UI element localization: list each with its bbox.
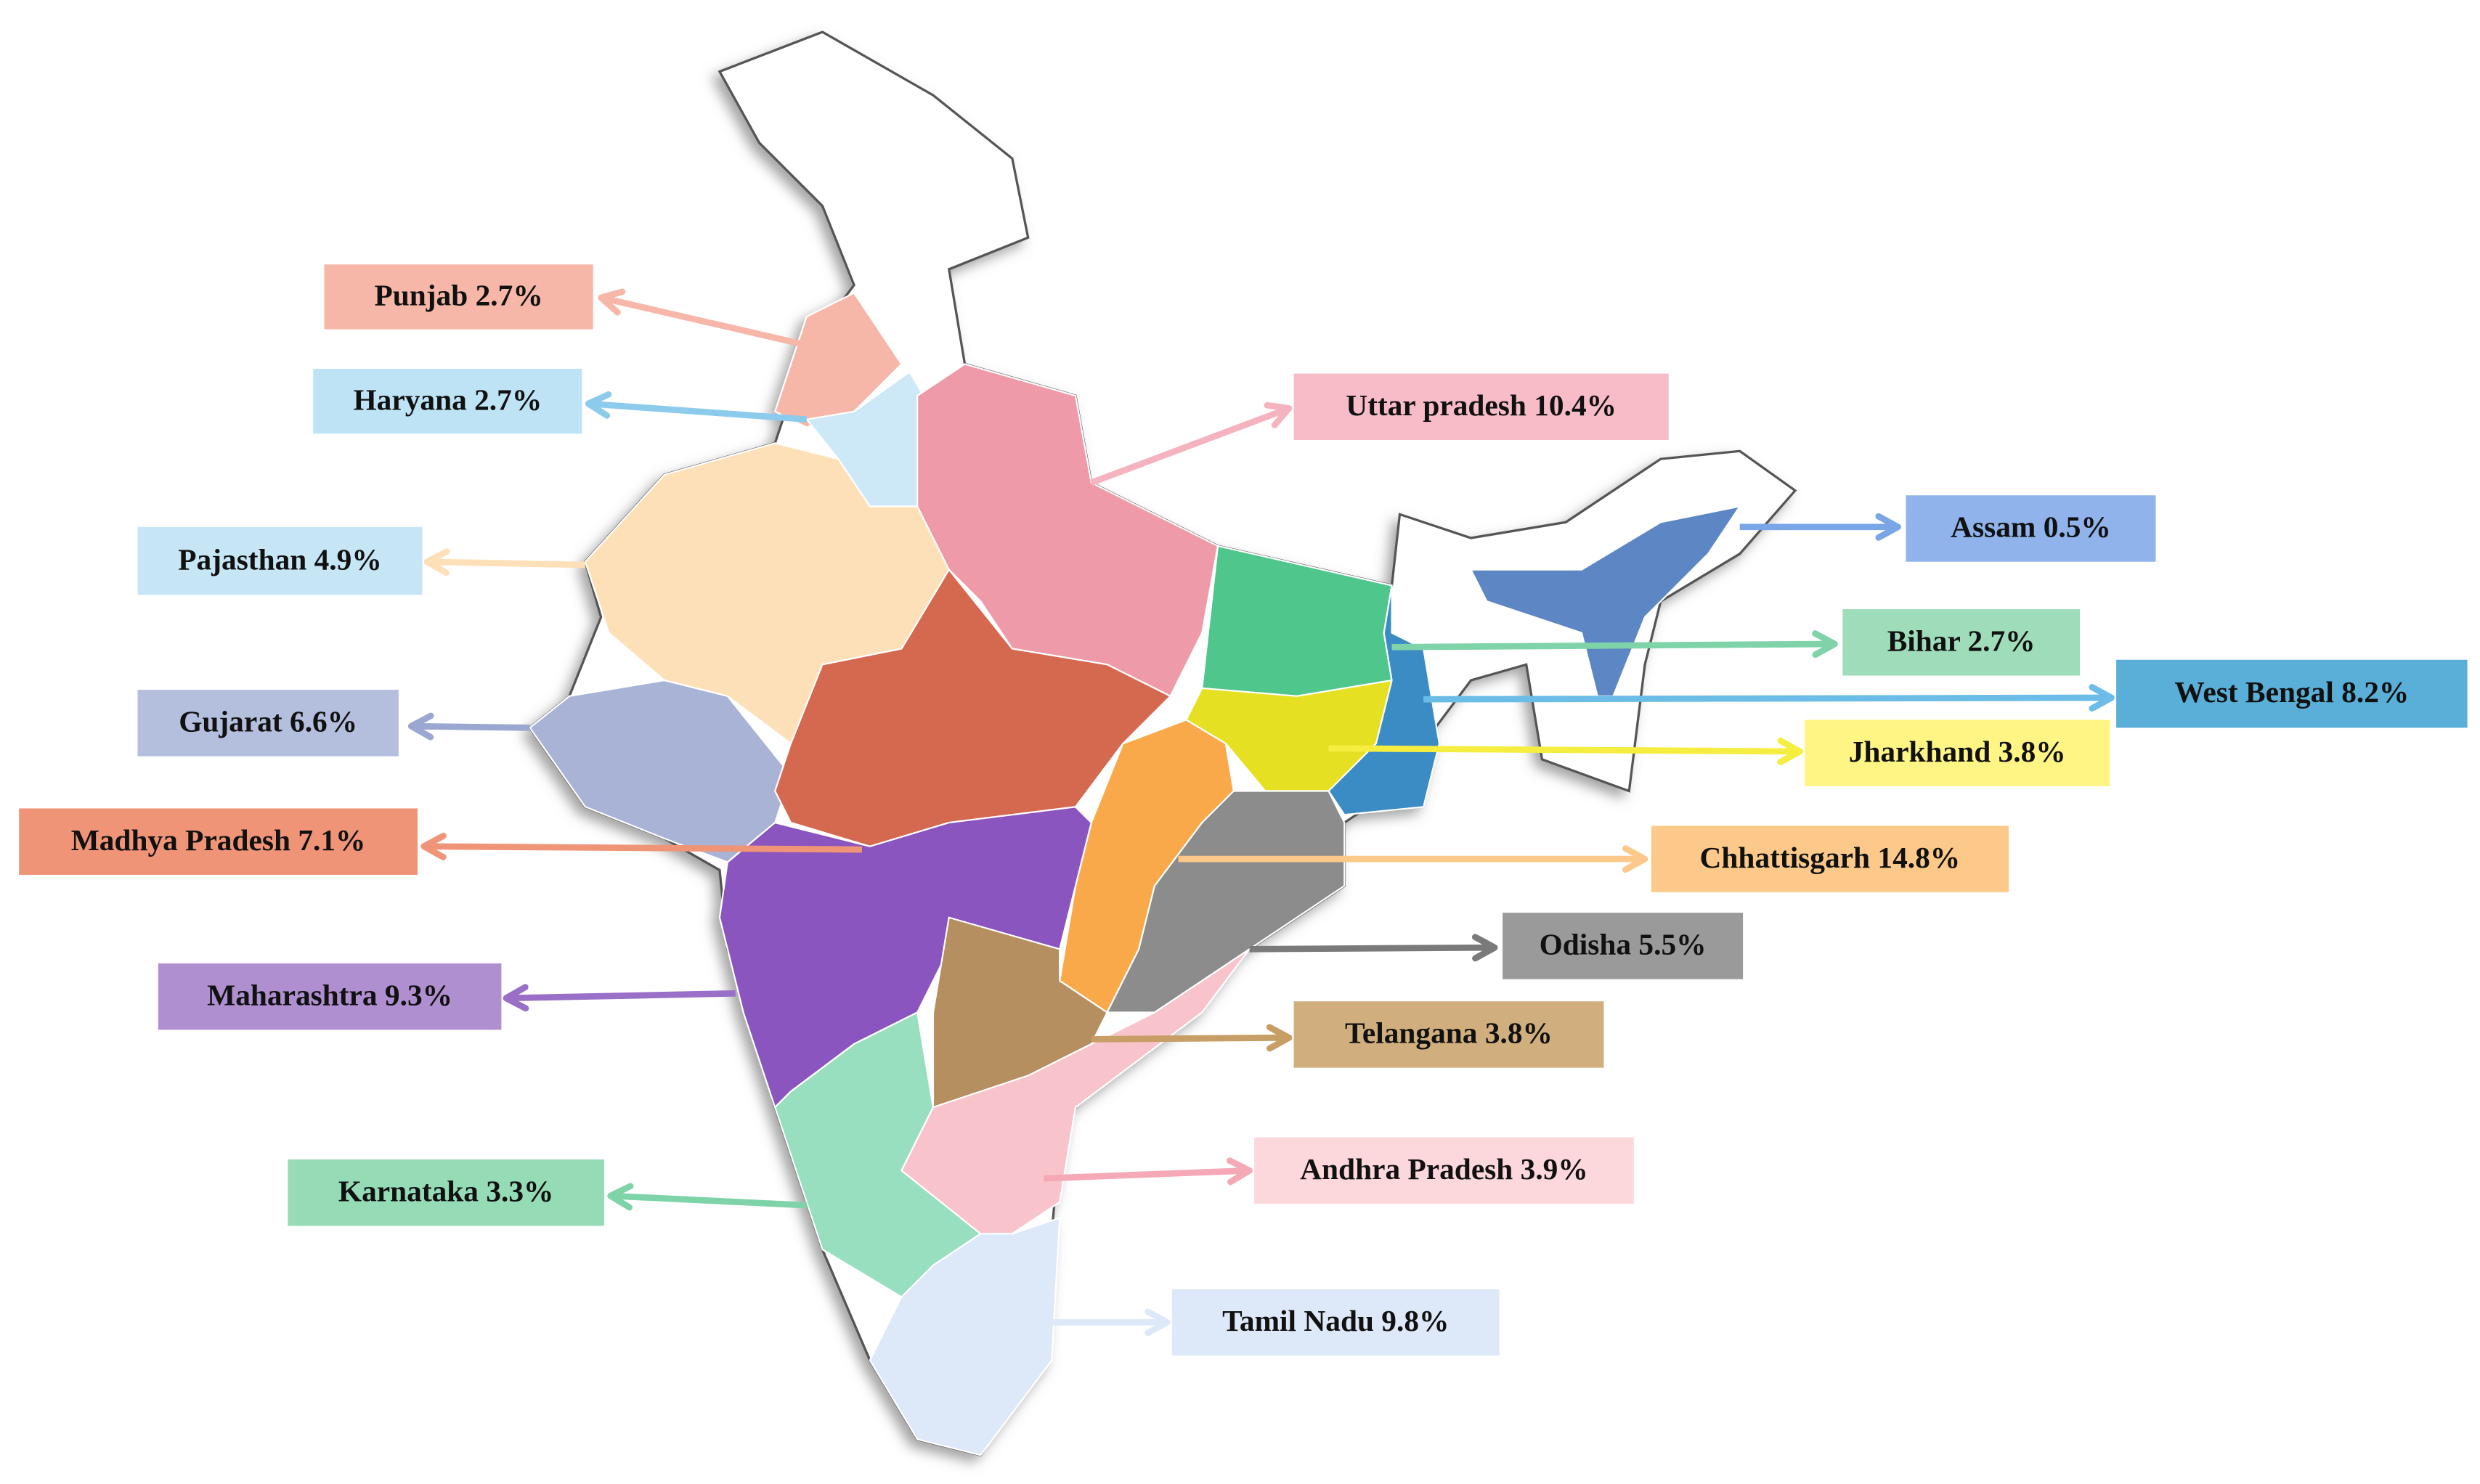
label-box [1906,495,2156,562]
label-box [1293,1001,1604,1068]
arrow-head [607,1183,634,1211]
arrow-head [1266,1024,1293,1052]
state-tamil-nadu [869,1217,1061,1456]
labels: Punjab 2.7% Haryana 2.7% Pajasthan 4.9% Guj… [19,264,2468,1356]
state-assam [1469,505,1742,697]
arrow-line [1090,405,1290,486]
label-box [288,1159,604,1226]
arrow-head [1622,845,1648,873]
arrow-line [1044,1167,1250,1182]
arrow-line [1249,944,1495,953]
state-label: Assam 0.5% [1951,510,2111,544]
arrow-head [598,288,626,316]
state-label: Karnataka 3.3% [338,1174,554,1207]
arrow-line [1328,745,1800,755]
state-label: Uttar pradesh 10.4% [1346,388,1617,422]
arrow-head [1226,1157,1253,1186]
arrow-head [1777,737,1803,765]
label-box [1171,1289,1500,1356]
state-label: Pajasthan 4.9% [178,542,381,576]
arrow-head [585,391,612,419]
arrow-line [1391,640,1835,651]
arrow-line [610,1192,807,1209]
label-box [137,526,423,595]
label-box [2116,659,2468,728]
state-west-bengal [1328,585,1441,816]
state-label: Madhya Pradesh 7.1% [71,823,366,857]
arrow-head [2089,684,2115,712]
arrow-head [1471,934,1498,962]
arrow-line [600,294,808,348]
arrow-head [420,832,447,860]
arrow-head [1812,630,1838,659]
map [528,30,1797,1457]
label-box [1842,609,2080,676]
label-box [1293,373,1669,441]
state-label: Telangana 3.8% [1345,1016,1553,1050]
state-label: Chhattisgarh 14.8% [1700,841,1961,874]
label-box [158,963,502,1030]
label-box [1805,719,2110,786]
state-bihar [1201,545,1393,697]
label-box [19,808,418,875]
arrow-line [1423,694,2112,703]
state-label: Tamil Nadu 9.8% [1222,1304,1449,1337]
state-label: Bihar 2.7% [1887,624,2036,657]
label-box [1651,825,2009,892]
arrow-line [423,843,863,853]
arrow-head [1875,513,1901,541]
arrow-line [588,400,808,423]
label-box [1254,1137,1634,1204]
arrow-line [411,722,530,731]
arrow-head [1264,401,1293,428]
arrow-head [1145,1308,1171,1337]
label-box [1503,913,1744,979]
arrow-line [1091,1034,1290,1043]
state-label: West Bengal 8.2% [2174,675,2409,709]
arrow-head [407,712,434,741]
state-label: Odisha 5.5% [1540,928,1707,961]
arrow-head [423,548,450,576]
state-punjab [773,292,903,428]
state-madhya-pradesh [774,568,1172,847]
arrow-head [503,984,529,1012]
arrow-line [426,558,585,568]
state-label: Maharashtra 9.3% [207,978,452,1011]
label-box [137,690,399,757]
state-label: Andhra Pradesh 3.9% [1300,1152,1588,1186]
arrow-line [505,990,736,1002]
state-label: Jharkhand 3.8% [1849,735,2066,768]
label-box [324,264,593,330]
state-label: Gujarat 6.6% [179,705,357,738]
state-label: Haryana 2.7% [353,383,542,416]
state-label: Punjab 2.7% [374,279,542,312]
label-box [313,369,582,434]
